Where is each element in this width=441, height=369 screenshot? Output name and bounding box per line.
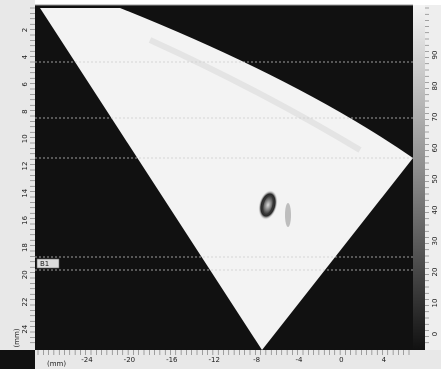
left-ruler — [0, 0, 35, 350]
cursor-label: B1 — [40, 260, 49, 268]
scale-label: 60 — [431, 144, 439, 153]
bottom-tick-label: -12 — [208, 356, 219, 364]
bottom-tick-label: -20 — [124, 356, 135, 364]
left-tick-label: 10 — [21, 134, 29, 143]
bottom-tick-label: -8 — [253, 356, 260, 364]
left-unit: (mm) — [13, 328, 21, 347]
flaw-shadow — [285, 203, 291, 227]
left-tick-label: 2 — [21, 28, 29, 32]
left-tick-label: 20 — [21, 270, 29, 279]
corner — [0, 350, 35, 369]
color-bar — [413, 5, 425, 350]
left-tick-label: 8 — [21, 109, 29, 113]
scale-label: 80 — [431, 82, 439, 91]
bottom-unit: (mm) — [47, 360, 66, 368]
left-tick-label: 22 — [21, 298, 29, 307]
scale-label: 90 — [431, 51, 439, 60]
bottom-ruler — [0, 350, 441, 369]
scale-label: 0 — [431, 332, 439, 336]
bottom-tick-label: 4 — [382, 356, 387, 364]
scale-label: 70 — [431, 113, 439, 122]
bottom-tick-label: -24 — [81, 356, 93, 364]
scale-label: 10 — [431, 299, 439, 308]
left-tick-label: 18 — [21, 243, 29, 252]
scale-label: 50 — [431, 175, 439, 184]
scale-label: 40 — [431, 206, 439, 215]
scale-label: 20 — [431, 268, 439, 277]
left-tick-label: 14 — [21, 188, 29, 197]
scale-label: 30 — [431, 237, 439, 246]
left-tick-label: 24 — [21, 324, 29, 333]
bottom-tick-label: -16 — [166, 356, 178, 364]
bottom-tick-label: -4 — [296, 356, 304, 364]
bottom-tick-label: 0 — [339, 356, 343, 364]
left-tick-label: 12 — [21, 162, 29, 171]
left-tick-label: 16 — [21, 215, 29, 224]
left-tick-label: 6 — [21, 82, 29, 87]
left-tick-label: 4 — [21, 54, 29, 59]
scan-view: B1 (mm) (mm) 24681012141618202224-24-20-… — [0, 0, 441, 369]
